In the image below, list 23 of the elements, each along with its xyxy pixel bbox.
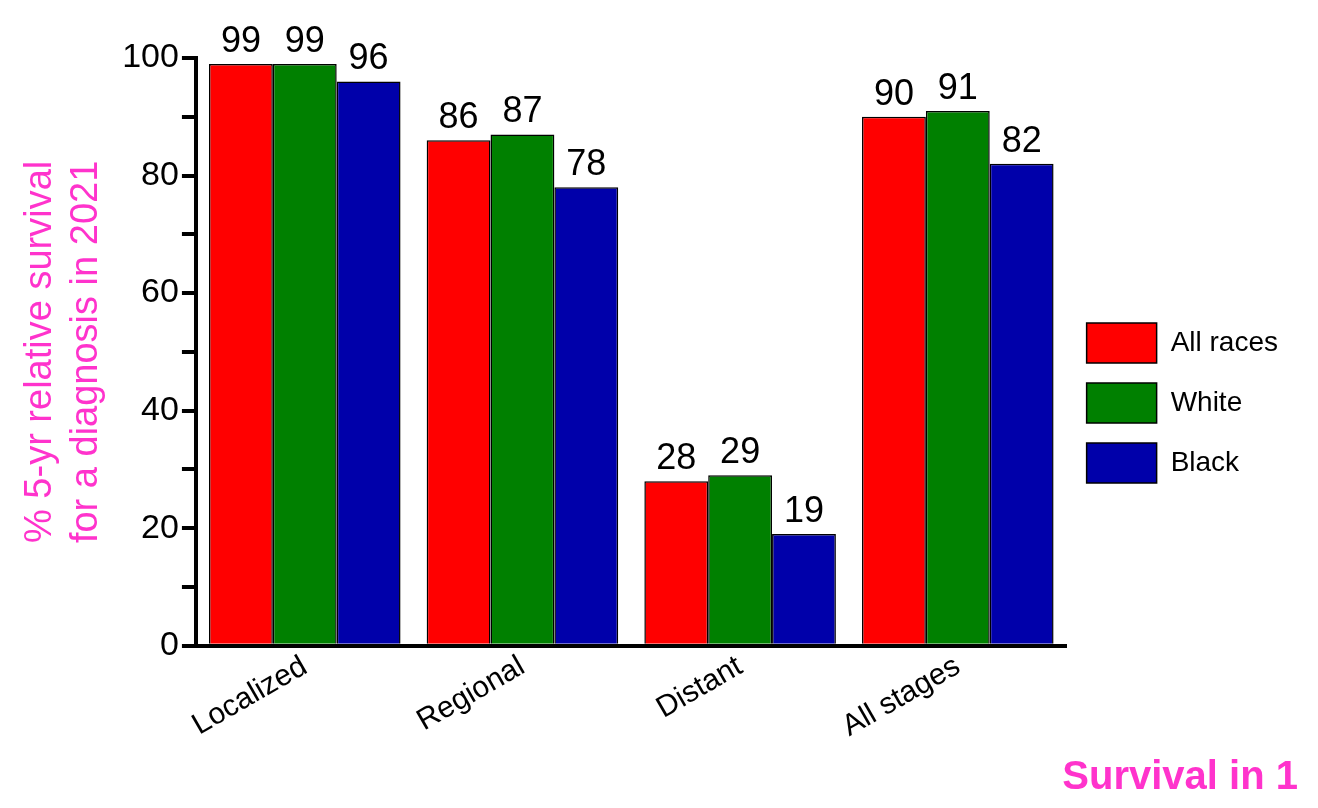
data-label: 82	[1001, 118, 1042, 160]
data-label: 78	[566, 142, 607, 184]
y-axis-title: % 5-yr relative survival for a diagnosis in 2021	[17, 160, 105, 544]
data-label: 90	[873, 71, 914, 113]
text: Survival in 1	[1062, 753, 1298, 798]
data-label: 19	[783, 489, 824, 531]
data-label: 99	[220, 18, 261, 60]
data-label: 91	[937, 65, 978, 107]
y-tick-label: 60	[141, 271, 179, 310]
data-label: 87	[502, 89, 543, 131]
legend-label: All races	[1170, 325, 1279, 357]
y-tick-label: 80	[141, 153, 179, 192]
data-label: 86	[438, 95, 479, 137]
y-tick-label: 0	[160, 624, 179, 663]
data-label: 28	[656, 436, 697, 478]
legend-label: Black	[1170, 445, 1241, 477]
data-label: 29	[720, 430, 761, 472]
data-label: 96	[348, 36, 389, 78]
legend-label: White	[1170, 385, 1243, 417]
y-tick-label: 20	[141, 506, 179, 545]
y-tick-label: 100	[122, 36, 179, 75]
data-label: 99	[284, 18, 325, 60]
y-tick-label: 40	[141, 389, 179, 428]
